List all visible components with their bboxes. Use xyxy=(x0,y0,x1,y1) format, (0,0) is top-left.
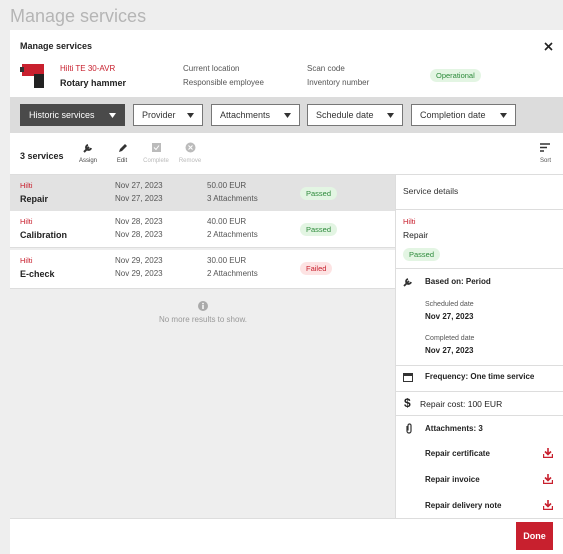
scheduled-date: Nov 29, 2023 xyxy=(115,256,163,265)
modal-title: Manage services xyxy=(20,41,93,51)
service-attachments: 2 Attachments xyxy=(207,230,258,239)
download-icon[interactable] xyxy=(542,500,554,512)
scheduled-date: Nov 27, 2023 xyxy=(115,181,163,190)
field-label: Inventory number xyxy=(307,78,370,87)
service-attachments: 3 Attachments xyxy=(207,194,258,203)
footer xyxy=(10,518,563,554)
product-name: Rotary hammer xyxy=(60,78,127,88)
clip-icon xyxy=(406,423,412,434)
field-label: Current location xyxy=(183,64,240,73)
action-label[interactable]: Edit xyxy=(116,158,128,164)
action-label: Remove xyxy=(178,158,202,164)
service-name: E-check xyxy=(20,269,55,279)
scheduled-date: Nov 28, 2023 xyxy=(115,217,163,226)
field-label: Responsible employee xyxy=(183,78,264,87)
attachment-file[interactable]: Repair invoice xyxy=(425,475,480,484)
completed-date: Nov 29, 2023 xyxy=(115,269,163,278)
field-label: Scan code xyxy=(307,64,345,73)
service-cost: 30.00 EUR xyxy=(207,256,247,265)
empty-message: No more results to show. xyxy=(158,315,248,324)
attachment-file[interactable]: Repair delivery note xyxy=(425,501,502,510)
service-name: Calibration xyxy=(20,230,68,240)
service-row[interactable] xyxy=(10,250,395,289)
filter-dropdown[interactable]: Completion date xyxy=(411,104,516,126)
details-brand: Hilti xyxy=(403,217,416,226)
status-pill: Operational xyxy=(430,69,481,82)
sort-label[interactable]: Sort xyxy=(540,158,552,164)
calendar-icon xyxy=(403,373,413,382)
page-title: Manage services xyxy=(10,6,147,26)
status-pill: Passed xyxy=(300,187,338,200)
action-icon[interactable] xyxy=(83,142,94,155)
details-name: Repair xyxy=(403,230,429,240)
close-button[interactable] xyxy=(544,42,553,51)
filter-dropdown[interactable]: Historic services xyxy=(20,104,125,126)
status-pill: Passed xyxy=(300,223,338,236)
status-pill: Failed xyxy=(300,262,333,275)
action-icon xyxy=(151,142,162,155)
service-cost: 50.00 EUR xyxy=(207,181,247,190)
product-image xyxy=(20,64,44,88)
based-on: Based on: Period xyxy=(425,277,491,286)
status-pill: Passed xyxy=(403,248,441,261)
product-brand: Hilti TE 30-AVR xyxy=(60,64,116,73)
service-row[interactable] xyxy=(10,175,395,212)
service-brand: Hilti xyxy=(20,256,33,265)
service-row[interactable] xyxy=(10,211,395,248)
frequency: Frequency: One time service xyxy=(425,372,535,381)
repair-cost: Repair cost: 100 EUR xyxy=(420,399,503,409)
service-brand: Hilti xyxy=(20,217,33,226)
download-icon[interactable] xyxy=(542,474,554,486)
service-count: 3 services xyxy=(20,151,64,161)
wrench-icon xyxy=(403,278,412,287)
action-icon[interactable] xyxy=(117,142,128,155)
completed-date: Nov 27, 2023 xyxy=(115,194,163,203)
done-button[interactable]: Done xyxy=(516,522,553,550)
details-title: Service details xyxy=(403,186,459,196)
action-label: Complete xyxy=(143,158,169,164)
scheduled-date: Nov 27, 2023 xyxy=(425,312,474,321)
service-name: Repair xyxy=(20,194,49,204)
info-icon xyxy=(198,301,208,311)
service-brand: Hilti xyxy=(20,181,33,190)
action-icon xyxy=(185,142,196,155)
service-cost: 40.00 EUR xyxy=(207,217,247,226)
filter-dropdown[interactable]: Provider xyxy=(133,104,203,126)
completed-date: Nov 27, 2023 xyxy=(425,346,474,355)
service-attachments: 2 Attachments xyxy=(207,269,258,278)
dollar-icon: $ xyxy=(404,396,411,410)
attachments-count: Attachments: 3 xyxy=(425,424,483,433)
attachment-file[interactable]: Repair certificate xyxy=(425,449,490,458)
action-label[interactable]: Assign xyxy=(78,158,98,164)
completed-label: Completed date xyxy=(425,335,475,342)
scheduled-label: Scheduled date xyxy=(425,301,474,308)
filter-dropdown[interactable]: Attachments xyxy=(211,104,300,126)
sort-icon[interactable] xyxy=(540,143,551,152)
filter-dropdown[interactable]: Schedule date xyxy=(307,104,403,126)
download-icon[interactable] xyxy=(542,448,554,460)
completed-date: Nov 28, 2023 xyxy=(115,230,163,239)
